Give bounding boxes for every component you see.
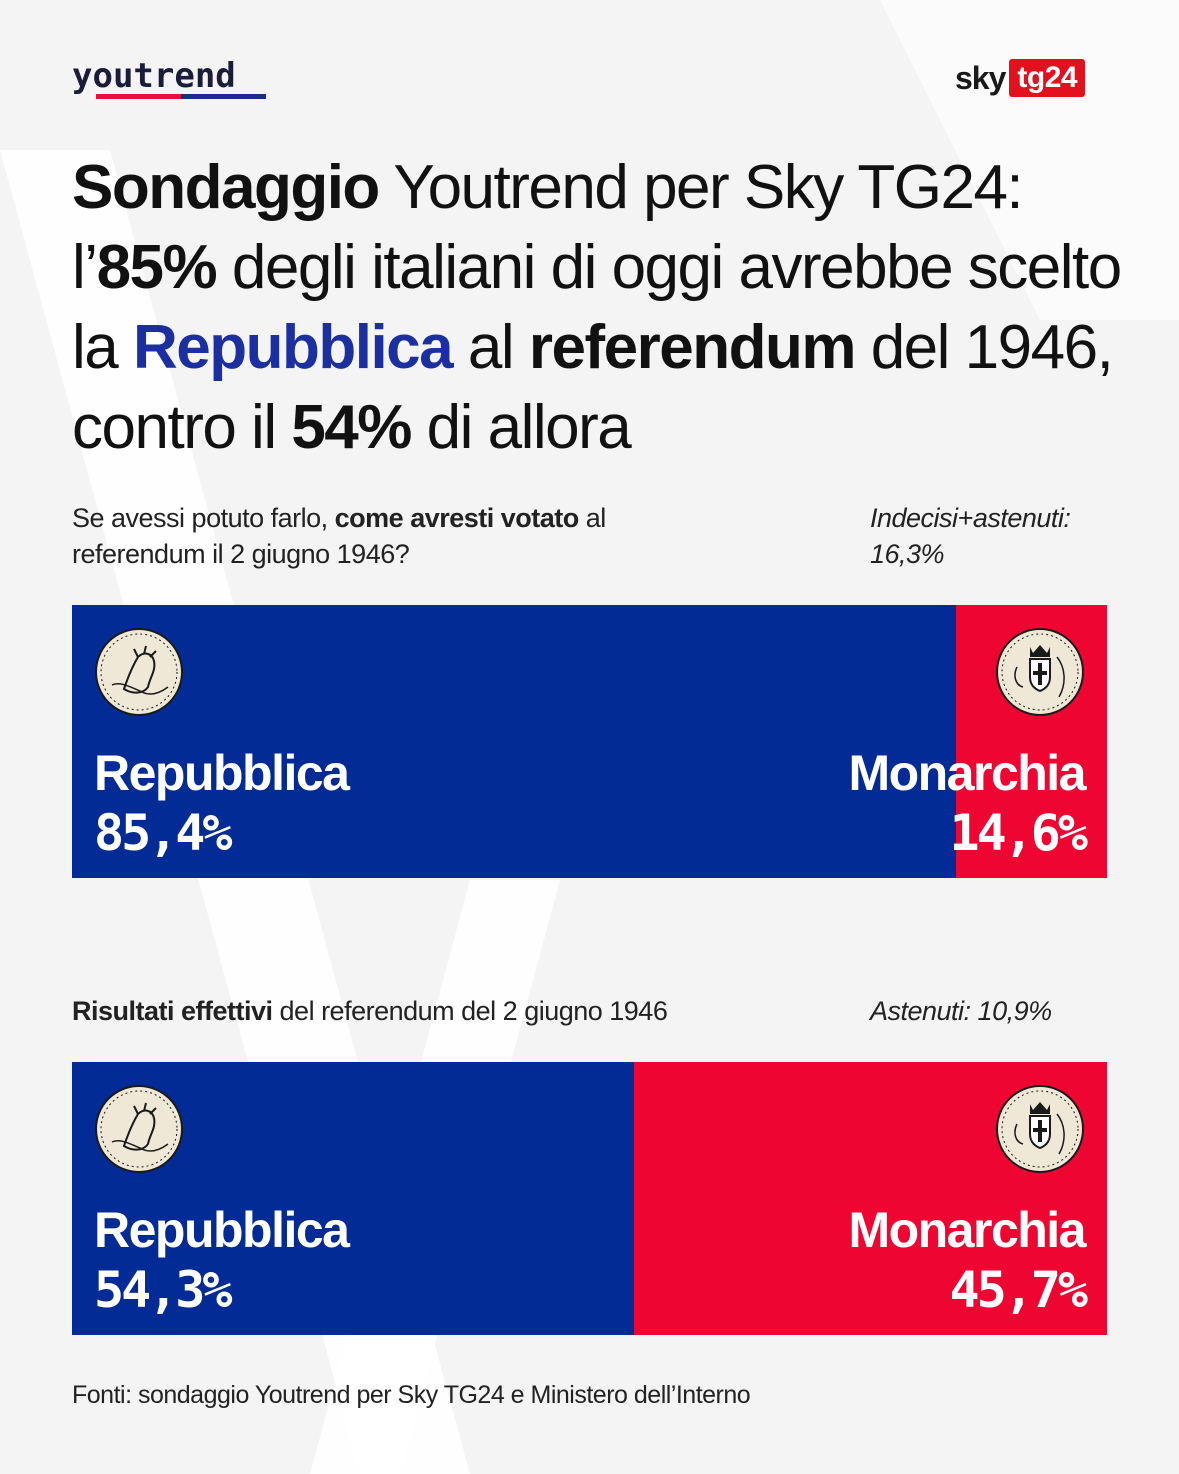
chart-label: Monarchia <box>848 1202 1086 1258</box>
headline-part: referendum <box>528 313 857 382</box>
headline-part: Youtrend per Sky TG24: l’ <box>72 153 1024 302</box>
survey-question-part: Se avessi potuto farlo, <box>72 503 335 533</box>
youtrend-logo: youtrend <box>72 56 236 96</box>
survey-question-part: come avresti votato <box>334 503 580 533</box>
youtrend-logo-underline <box>96 94 266 99</box>
survey-undecided-note: Indecisi+astenuti: 16,3% <box>870 503 1071 569</box>
headline-part: degli italiani di oggi avrebbe scelto la <box>72 233 1122 382</box>
chart-value-label: 14,6% <box>949 804 1088 862</box>
actual-results-label-part: Risultati effettivi <box>72 996 273 1026</box>
actual-results-label-part: del referendum del 2 giugno 1946 <box>272 996 668 1026</box>
actual-results-label: Risultati effettivi del referendum del 2… <box>72 993 832 1029</box>
headline-part: del 1946, contro il <box>72 313 1114 462</box>
survey-question-part: al referendum il 2 giugno 1946? <box>72 503 606 569</box>
skytg24-logo: sky tg24 <box>955 58 1086 98</box>
survey-stacked-bar: Repubblica Monarchia 85,4% 14,6% <box>72 605 1107 878</box>
headline-part: al <box>452 313 529 382</box>
chart-value-label: 85,4% <box>94 804 233 862</box>
headline-part: Sondaggio <box>72 153 380 222</box>
headline-part: Repubblica <box>132 313 454 382</box>
bar-republic-segment <box>72 605 956 878</box>
actual-abstention-note: Astenuti: 10,9% <box>870 996 1052 1026</box>
savoy-monarchy-emblem-icon <box>996 628 1084 716</box>
chart-label: Repubblica <box>94 745 350 801</box>
headline: Sondaggio Youtrend per Sky TG24: l’85% d… <box>72 148 1152 468</box>
headline-part: 54% <box>291 393 412 462</box>
survey-question: Se avessi potuto farlo, come avresti vot… <box>72 500 672 572</box>
headline-part: 85% <box>96 233 218 302</box>
chart-value-label: 54,3% <box>94 1261 233 1319</box>
sky-logo-text: sky <box>955 59 1006 96</box>
chart-value-label: 45,7% <box>949 1261 1088 1319</box>
actual-stacked-bar: Repubblica Monarchia 54,3% 45,7% <box>72 1062 1107 1335</box>
chart-label: Monarchia <box>848 745 1086 801</box>
savoy-monarchy-emblem-icon <box>996 1085 1084 1173</box>
chart-label: Repubblica <box>94 1202 350 1258</box>
republic-emblem-icon <box>95 1085 183 1173</box>
headline-part: di allora <box>410 393 632 462</box>
republic-emblem-icon <box>95 628 183 716</box>
tg24-logo-text: tg24 <box>1009 59 1086 97</box>
sources-footer: Fonti: sondaggio Youtrend per Sky TG24 e… <box>72 1381 751 1409</box>
